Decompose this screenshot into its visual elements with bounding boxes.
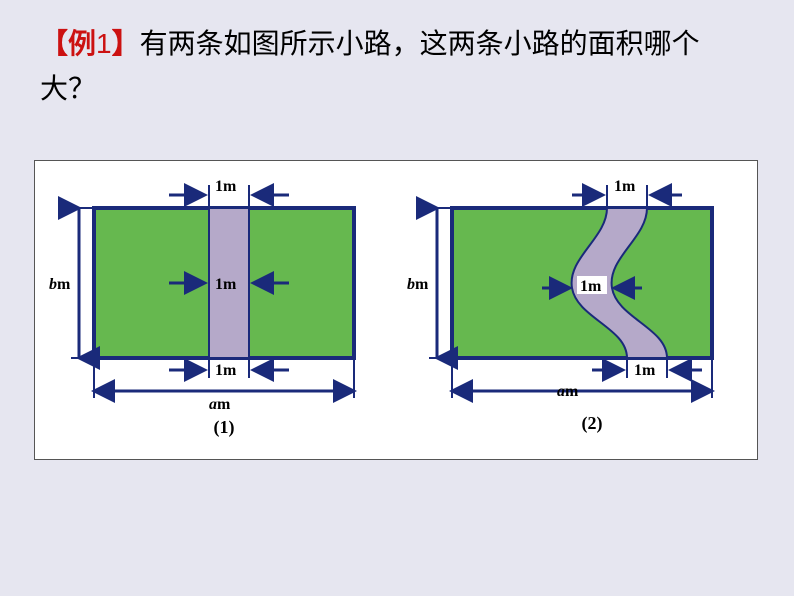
label-1m-mid-1: 1m	[215, 276, 237, 293]
label-1m-top-2: 1m	[614, 178, 636, 195]
caption-2: (2)	[582, 413, 603, 434]
caption-1: (1)	[214, 417, 235, 438]
example-tag-open: 【例	[40, 28, 96, 59]
figure-container: 1m 1m 1m am bm (1)	[34, 160, 758, 460]
example-number: 1	[96, 28, 112, 59]
panel-2: 1m 1m 1m am bm (2)	[407, 173, 747, 443]
label-1m-bot-2: 1m	[634, 362, 656, 379]
label-am-1: am	[209, 396, 231, 413]
label-1m-mid-2: 1m	[580, 278, 602, 295]
label-1m-bot-1: 1m	[215, 362, 237, 379]
label-bm-2: bm	[407, 276, 429, 293]
label-am-2: am	[557, 383, 579, 400]
question-body: 有两条如图所示小路，这两条小路的面积哪个大？	[40, 28, 700, 104]
diagram-1: 1m 1m 1m am bm (1)	[49, 173, 389, 443]
label-1m-top-1: 1m	[215, 178, 237, 195]
diagram-2: 1m 1m 1m am bm (2)	[407, 173, 747, 443]
question-text: 【例1】有两条如图所示小路，这两条小路的面积哪个大？	[0, 0, 794, 112]
panel-1: 1m 1m 1m am bm (1)	[49, 173, 389, 443]
example-tag-close: 】	[112, 28, 140, 59]
label-bm-1: bm	[49, 276, 71, 293]
